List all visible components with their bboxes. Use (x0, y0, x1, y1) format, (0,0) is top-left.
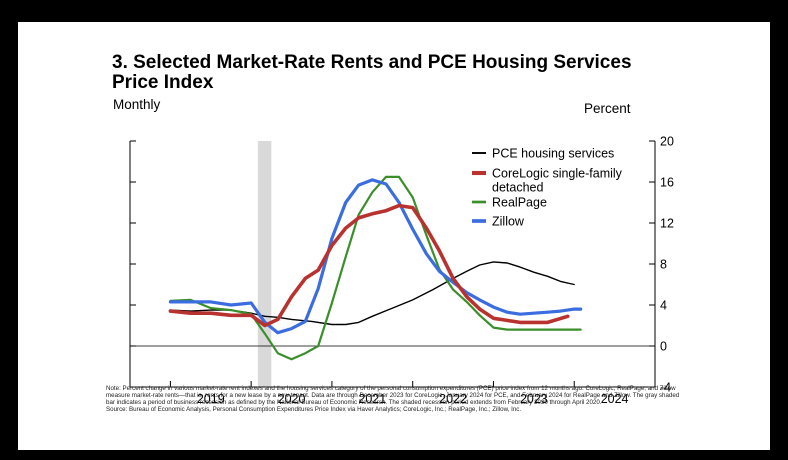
source-text: Source: Bureau of Economic Analysis, Per… (106, 406, 522, 413)
legend-label: CoreLogic single-family (492, 167, 623, 181)
x-tick-label: 2019 (197, 392, 225, 406)
series-line (168, 178, 583, 335)
series-line (169, 175, 582, 361)
y-tick-label: 20 (660, 135, 674, 149)
y-tick-label: 0 (660, 340, 667, 354)
y-tick-label: -4 (660, 381, 671, 395)
legend-label: PCE housing services (492, 147, 614, 161)
chart-panel (18, 22, 770, 450)
chart-title: 3. Selected Market-Rate Rents and PCE Ho… (112, 52, 632, 93)
chart-notes: Note: Percent change in various market-r… (106, 385, 681, 413)
y-axis-label: Percent (584, 101, 631, 116)
legend-label: Zillow (492, 215, 525, 229)
plot-area: -4 0 4 8 12 16 20 2019 2020 2021 2022 2023 2024 PCE h… (129, 135, 674, 406)
series-line (169, 261, 575, 326)
x-tick-label: 2023 (520, 392, 548, 406)
y-tick-label: 12 (660, 217, 674, 231)
series-line (168, 203, 570, 328)
recession-shading (257, 141, 272, 387)
y-tick-label: 8 (660, 258, 667, 272)
note-text: Note: Percent change in various market-r… (106, 385, 680, 406)
frequency-label: Monthly (113, 97, 161, 112)
x-tick-label: 2024 (601, 392, 629, 406)
y-tick-label: 4 (660, 299, 667, 313)
x-tick-label: 2021 (358, 392, 386, 406)
y-tick-label: 16 (660, 176, 674, 190)
x-tick-label: 2020 (278, 392, 306, 406)
legend-label: RealPage (492, 196, 547, 210)
legend-label: detached (492, 181, 543, 195)
x-tick-label: 2022 (439, 392, 467, 406)
